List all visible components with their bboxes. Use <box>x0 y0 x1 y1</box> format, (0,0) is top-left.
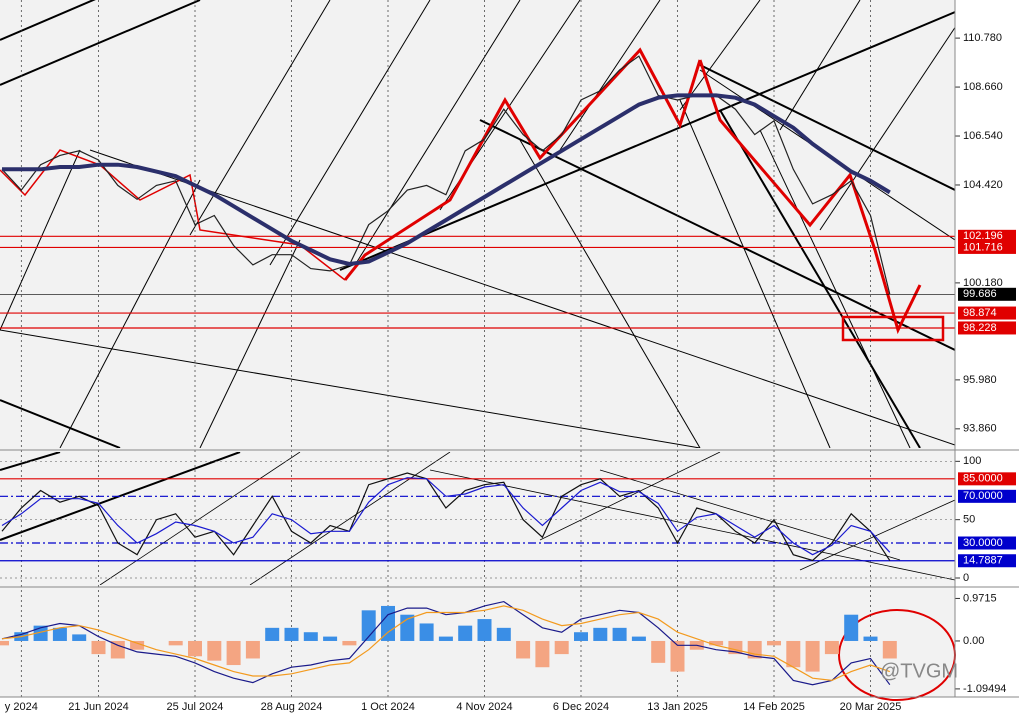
histogram-bar <box>612 627 627 641</box>
level-label: 99.686 <box>963 288 997 300</box>
level-label: 102.196 <box>963 230 1003 242</box>
level-label-box <box>958 240 1016 254</box>
histogram-bar <box>767 640 781 646</box>
level-label-box <box>958 321 1016 335</box>
level-label-box <box>958 536 1016 550</box>
watermark: @TVGM <box>880 660 958 682</box>
histogram-bar <box>72 634 87 641</box>
histogram-bar <box>168 640 183 646</box>
level-label: 101.716 <box>963 241 1003 253</box>
axis-background <box>955 0 1019 716</box>
y-tick-label: 104.420 <box>963 179 1003 191</box>
histogram-bar <box>188 640 202 657</box>
histogram-bar <box>91 640 106 655</box>
y-tick-label: 100 <box>963 455 981 467</box>
level-label: 98.874 <box>963 307 997 319</box>
x-tick-label: y 2024 <box>5 701 38 713</box>
histogram-bar <box>284 627 299 641</box>
y-tick-label: 95.980 <box>963 374 997 386</box>
x-tick-label: 14 Feb 2025 <box>743 701 805 713</box>
histogram-bar <box>844 614 859 641</box>
histogram-bar <box>207 640 222 661</box>
y-tick-label: 93.860 <box>963 423 997 435</box>
x-tick-label: 25 Jul 2024 <box>167 701 224 713</box>
histogram-bar <box>342 640 357 646</box>
level-label: 30.0000 <box>963 537 1003 549</box>
histogram-bar <box>496 627 511 641</box>
histogram-bar <box>52 627 67 641</box>
y-tick-label: 100.180 <box>963 277 1003 289</box>
x-tick-label: 13 Jan 2025 <box>647 701 708 713</box>
level-label-box <box>958 287 1016 301</box>
series-line <box>2 93 891 267</box>
level-label-box <box>958 229 1016 243</box>
histogram-bar <box>709 640 724 646</box>
histogram-bar <box>110 640 125 659</box>
series-line <box>1 477 891 556</box>
y-tick-label: 108.660 <box>963 81 1003 93</box>
histogram-bar <box>477 619 492 641</box>
level-label: 98.228 <box>963 322 997 334</box>
y-tick-label: 0.9715 <box>963 592 997 604</box>
histogram-bar <box>458 625 473 641</box>
histogram-bar <box>535 640 550 668</box>
histogram-bar <box>631 636 646 641</box>
series-line <box>1 600 891 686</box>
series-line <box>1 55 891 295</box>
histogram-bar <box>651 640 666 663</box>
level-label: 70.0000 <box>963 490 1003 502</box>
y-tick-label: 110.780 <box>963 32 1002 44</box>
plot-background <box>0 0 955 697</box>
histogram-bar <box>882 640 897 659</box>
level-label-box <box>958 472 1016 486</box>
x-tick-label: 6 Dec 2024 <box>553 701 609 713</box>
y-tick-label: 50 <box>963 514 975 526</box>
level-label-box <box>958 554 1016 568</box>
series-line <box>1 472 891 562</box>
histogram-bar <box>265 627 280 641</box>
histogram-bar <box>245 640 260 659</box>
histogram-bar <box>863 636 878 641</box>
x-tick-label: 1 Oct 2024 <box>361 701 415 713</box>
histogram-bar <box>574 632 588 641</box>
y-tick-label: 106.540 <box>963 130 1003 142</box>
y-tick-label: -1.09494 <box>963 683 1006 695</box>
histogram-bar <box>419 623 434 641</box>
y-tick-label: 0 <box>963 572 969 584</box>
histogram-bar <box>130 640 145 650</box>
histogram-bar <box>323 636 338 641</box>
series-line <box>1 605 890 682</box>
histogram-bar <box>805 640 820 672</box>
histogram-bar <box>786 640 801 668</box>
histogram-bar <box>303 632 318 641</box>
trendlines <box>0 0 955 448</box>
histogram-bar <box>554 640 569 655</box>
y-tick-label: 0.00 <box>963 635 984 647</box>
histogram-bar <box>381 605 395 641</box>
histogram-bar <box>226 640 241 666</box>
x-tick-label: 21 Jun 2024 <box>68 701 129 713</box>
histogram-bar <box>0 640 9 646</box>
level-label: 14.7887 <box>963 555 1003 567</box>
x-tick-label: 20 Mar 2025 <box>840 701 902 713</box>
histogram-bar <box>670 640 685 672</box>
level-label-box <box>958 306 1016 320</box>
histogram-bar <box>516 640 531 659</box>
level-label: 85.0000 <box>963 473 1003 485</box>
level-label-box <box>958 489 1016 503</box>
x-tick-label: 4 Nov 2024 <box>456 701 512 713</box>
x-tick-label: 28 Aug 2024 <box>261 701 323 713</box>
histogram-bar <box>438 636 453 641</box>
histogram-bar <box>824 640 839 655</box>
histogram-bar <box>593 627 608 641</box>
